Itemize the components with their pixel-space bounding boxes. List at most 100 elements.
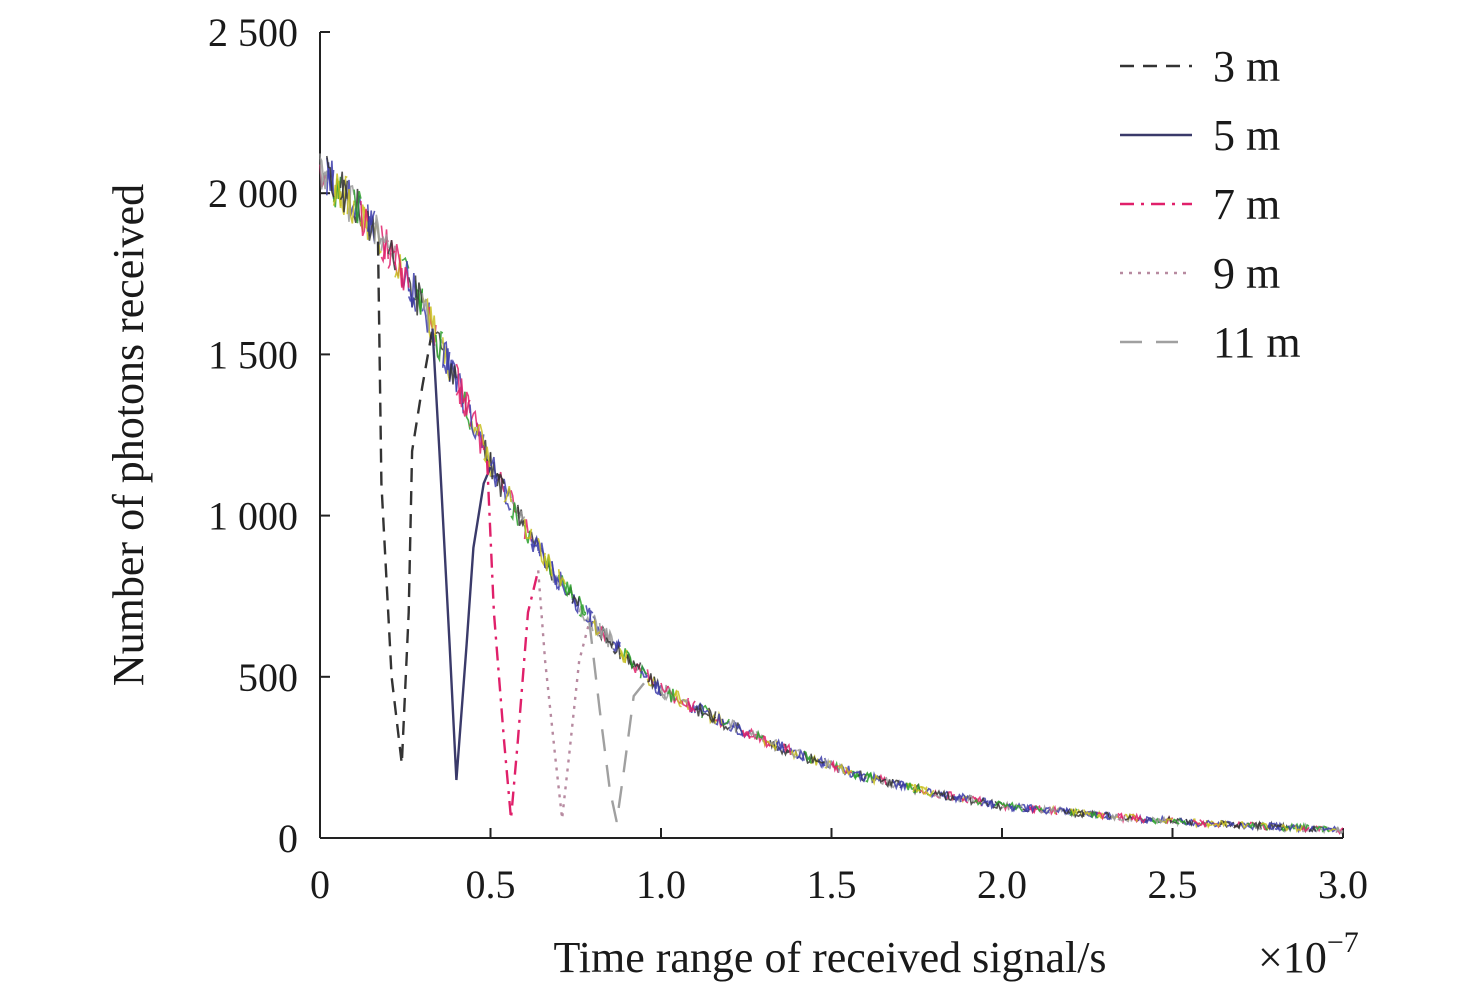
x-tick-label: 0.5	[466, 862, 516, 907]
decay-noise-segment	[1151, 816, 1160, 825]
decay-noise-segment	[510, 502, 519, 526]
decay-noise-segment	[796, 748, 805, 761]
decay-noise-segment	[1260, 822, 1269, 830]
decay-noise-segment	[551, 560, 560, 585]
legend-label: 11 m	[1213, 318, 1301, 367]
decay-noise-segment	[1144, 817, 1153, 825]
decay-noise-segment	[408, 273, 417, 308]
series-line-3m	[376, 241, 434, 764]
x-tick-label: 1.5	[807, 862, 857, 907]
decay-noise-segment	[742, 729, 751, 740]
decay-noise-segment	[421, 292, 430, 334]
decay-noise-segment	[414, 275, 424, 316]
decay-noise-segment	[442, 340, 451, 371]
decay-noise-segment	[701, 712, 710, 717]
decay-noise-segment	[373, 219, 383, 245]
x-tick-label: 0	[310, 862, 330, 907]
legend-label: 5 m	[1213, 111, 1280, 160]
decay-noise-segment	[1212, 822, 1221, 828]
decay-noise-lines	[319, 153, 1344, 835]
series-line-7m	[485, 460, 540, 819]
decay-noise-segment	[960, 792, 969, 803]
decay-noise-segment	[544, 553, 553, 577]
decay-noise-segment	[1253, 821, 1262, 832]
decay-noise-segment	[435, 330, 444, 363]
decay-noise-segment	[592, 614, 601, 637]
decay-noise-segment	[681, 698, 690, 706]
y-tick-label: 2 000	[208, 171, 298, 216]
decay-noise-segment	[980, 797, 990, 807]
decay-noise-segment	[503, 486, 512, 503]
decay-noise-segment	[380, 234, 389, 251]
decay-noise-segment	[1171, 818, 1180, 825]
decay-noise-segment	[974, 798, 983, 806]
decay-noise-segment	[1028, 804, 1037, 815]
decay-noise-segment	[564, 581, 574, 599]
decay-noise-segment	[715, 713, 723, 727]
x-multiplier-exponent: −7	[1327, 926, 1359, 959]
decay-noise-segment	[326, 160, 335, 199]
decay-noise-segment	[455, 363, 464, 404]
decay-noise-segment	[326, 155, 335, 198]
decay-noise-segment	[953, 795, 962, 804]
series-line-11m	[588, 621, 645, 823]
decay-noise-segment	[892, 779, 901, 791]
decay-noise-segment	[353, 188, 362, 227]
decay-noise-segment	[1035, 805, 1044, 813]
x-tick-label: 3.0	[1318, 862, 1368, 907]
decay-noise-segment	[748, 729, 757, 738]
decay-noise-segment	[1062, 809, 1071, 815]
decay-noise-segment	[803, 750, 812, 764]
decay-noise-segment	[1301, 825, 1310, 833]
decay-noise-segment	[920, 785, 928, 791]
decay-noise-segment	[953, 793, 962, 802]
decay-noise-segment	[1226, 822, 1235, 827]
decay-noise-segment	[626, 650, 635, 670]
decay-noise-segment	[346, 189, 355, 224]
decay-noise-segment	[1164, 817, 1173, 824]
decay-noise-segment	[1124, 814, 1133, 821]
decay-noise-segment	[462, 391, 471, 417]
y-axis-label: Number of photons received	[104, 184, 153, 686]
decay-noise-segment	[489, 456, 499, 482]
decay-noise-segment	[1158, 815, 1167, 824]
decay-noise-segment	[517, 506, 526, 528]
decay-noise-segment	[503, 485, 512, 511]
decay-noise-segment	[844, 766, 853, 776]
decay-noise-segment	[1015, 803, 1024, 809]
decay-noise-segment	[1287, 823, 1296, 832]
decay-noise-segment	[578, 605, 587, 622]
decay-noise-segment	[598, 622, 608, 641]
decay-noise-segment	[469, 404, 478, 441]
decay-noise-segment	[578, 595, 587, 617]
series-line-5m	[431, 328, 492, 781]
decay-noise-segment	[353, 189, 362, 224]
decay-noise-segment	[1172, 817, 1180, 825]
decay-noise-segment	[476, 423, 485, 446]
decay-noise-segment	[632, 661, 642, 671]
decay-noise-segment	[605, 637, 615, 649]
decay-noise-segment	[823, 758, 833, 770]
decay-noise-segment	[1076, 809, 1085, 818]
decay-noise-segment	[694, 703, 703, 717]
decay-noise-segment	[994, 800, 1003, 807]
x-multiplier: ×10−7	[1258, 926, 1359, 982]
legend: 3 m 5 m 7 m 9 m 11 m	[1120, 42, 1301, 367]
decay-noise-segment	[762, 739, 771, 748]
decay-noise-segment	[1335, 826, 1344, 834]
decay-noise-segment	[701, 704, 710, 714]
decay-noise-segment	[858, 770, 867, 783]
decay-noise-segment	[530, 534, 539, 553]
decay-noise-segment	[980, 800, 989, 807]
legend-label: 9 m	[1213, 249, 1280, 298]
decay-noise-segment	[639, 663, 648, 679]
decay-noise-segment	[646, 676, 655, 687]
decay-noise-segment	[1192, 819, 1201, 826]
x-axis-label: Time range of received signal/s	[553, 933, 1106, 982]
decay-noise-segment	[1022, 803, 1031, 813]
decay-noise-segment	[1048, 806, 1057, 813]
decay-noise-segment	[387, 240, 396, 271]
decay-noise-segment	[1267, 822, 1276, 828]
decay-noise-segment	[858, 773, 866, 783]
